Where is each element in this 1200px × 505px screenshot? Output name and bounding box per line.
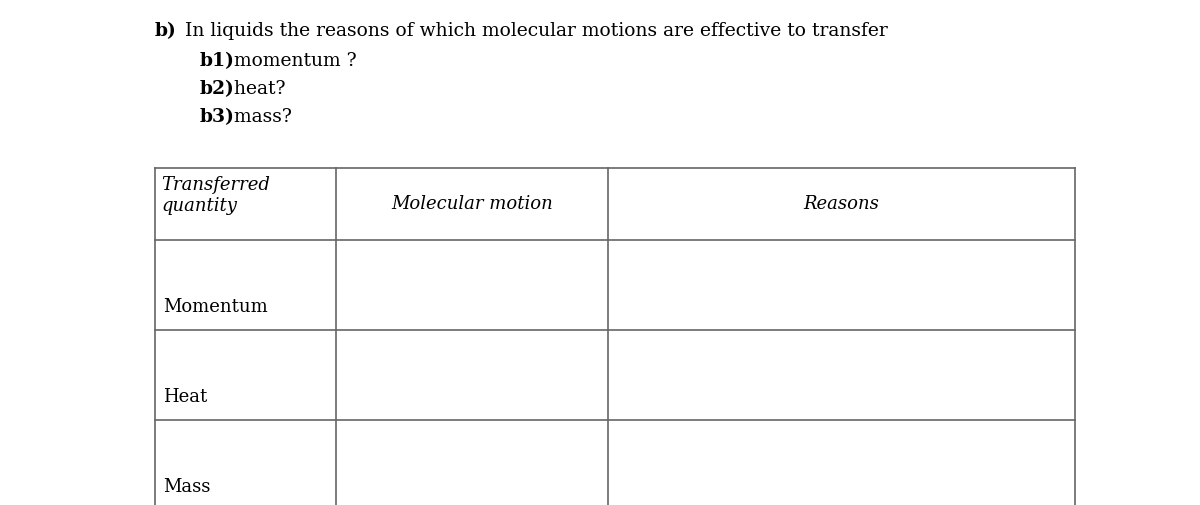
Text: Molecular motion: Molecular motion — [391, 195, 553, 213]
Text: b2): b2) — [200, 80, 235, 98]
Text: b1): b1) — [200, 52, 235, 70]
Text: b): b) — [155, 22, 176, 40]
Text: heat?: heat? — [228, 80, 286, 98]
Text: Reasons: Reasons — [803, 195, 880, 213]
Text: mass?: mass? — [228, 108, 292, 126]
Text: In liquids the reasons of which molecular motions are effective to transfer: In liquids the reasons of which molecula… — [179, 22, 888, 40]
Text: b3): b3) — [200, 108, 235, 126]
Text: Transferred
quantity: Transferred quantity — [161, 176, 270, 215]
Text: Heat: Heat — [163, 388, 208, 406]
Text: Momentum: Momentum — [163, 298, 268, 316]
Text: momentum ?: momentum ? — [228, 52, 356, 70]
Text: Mass: Mass — [163, 478, 210, 496]
